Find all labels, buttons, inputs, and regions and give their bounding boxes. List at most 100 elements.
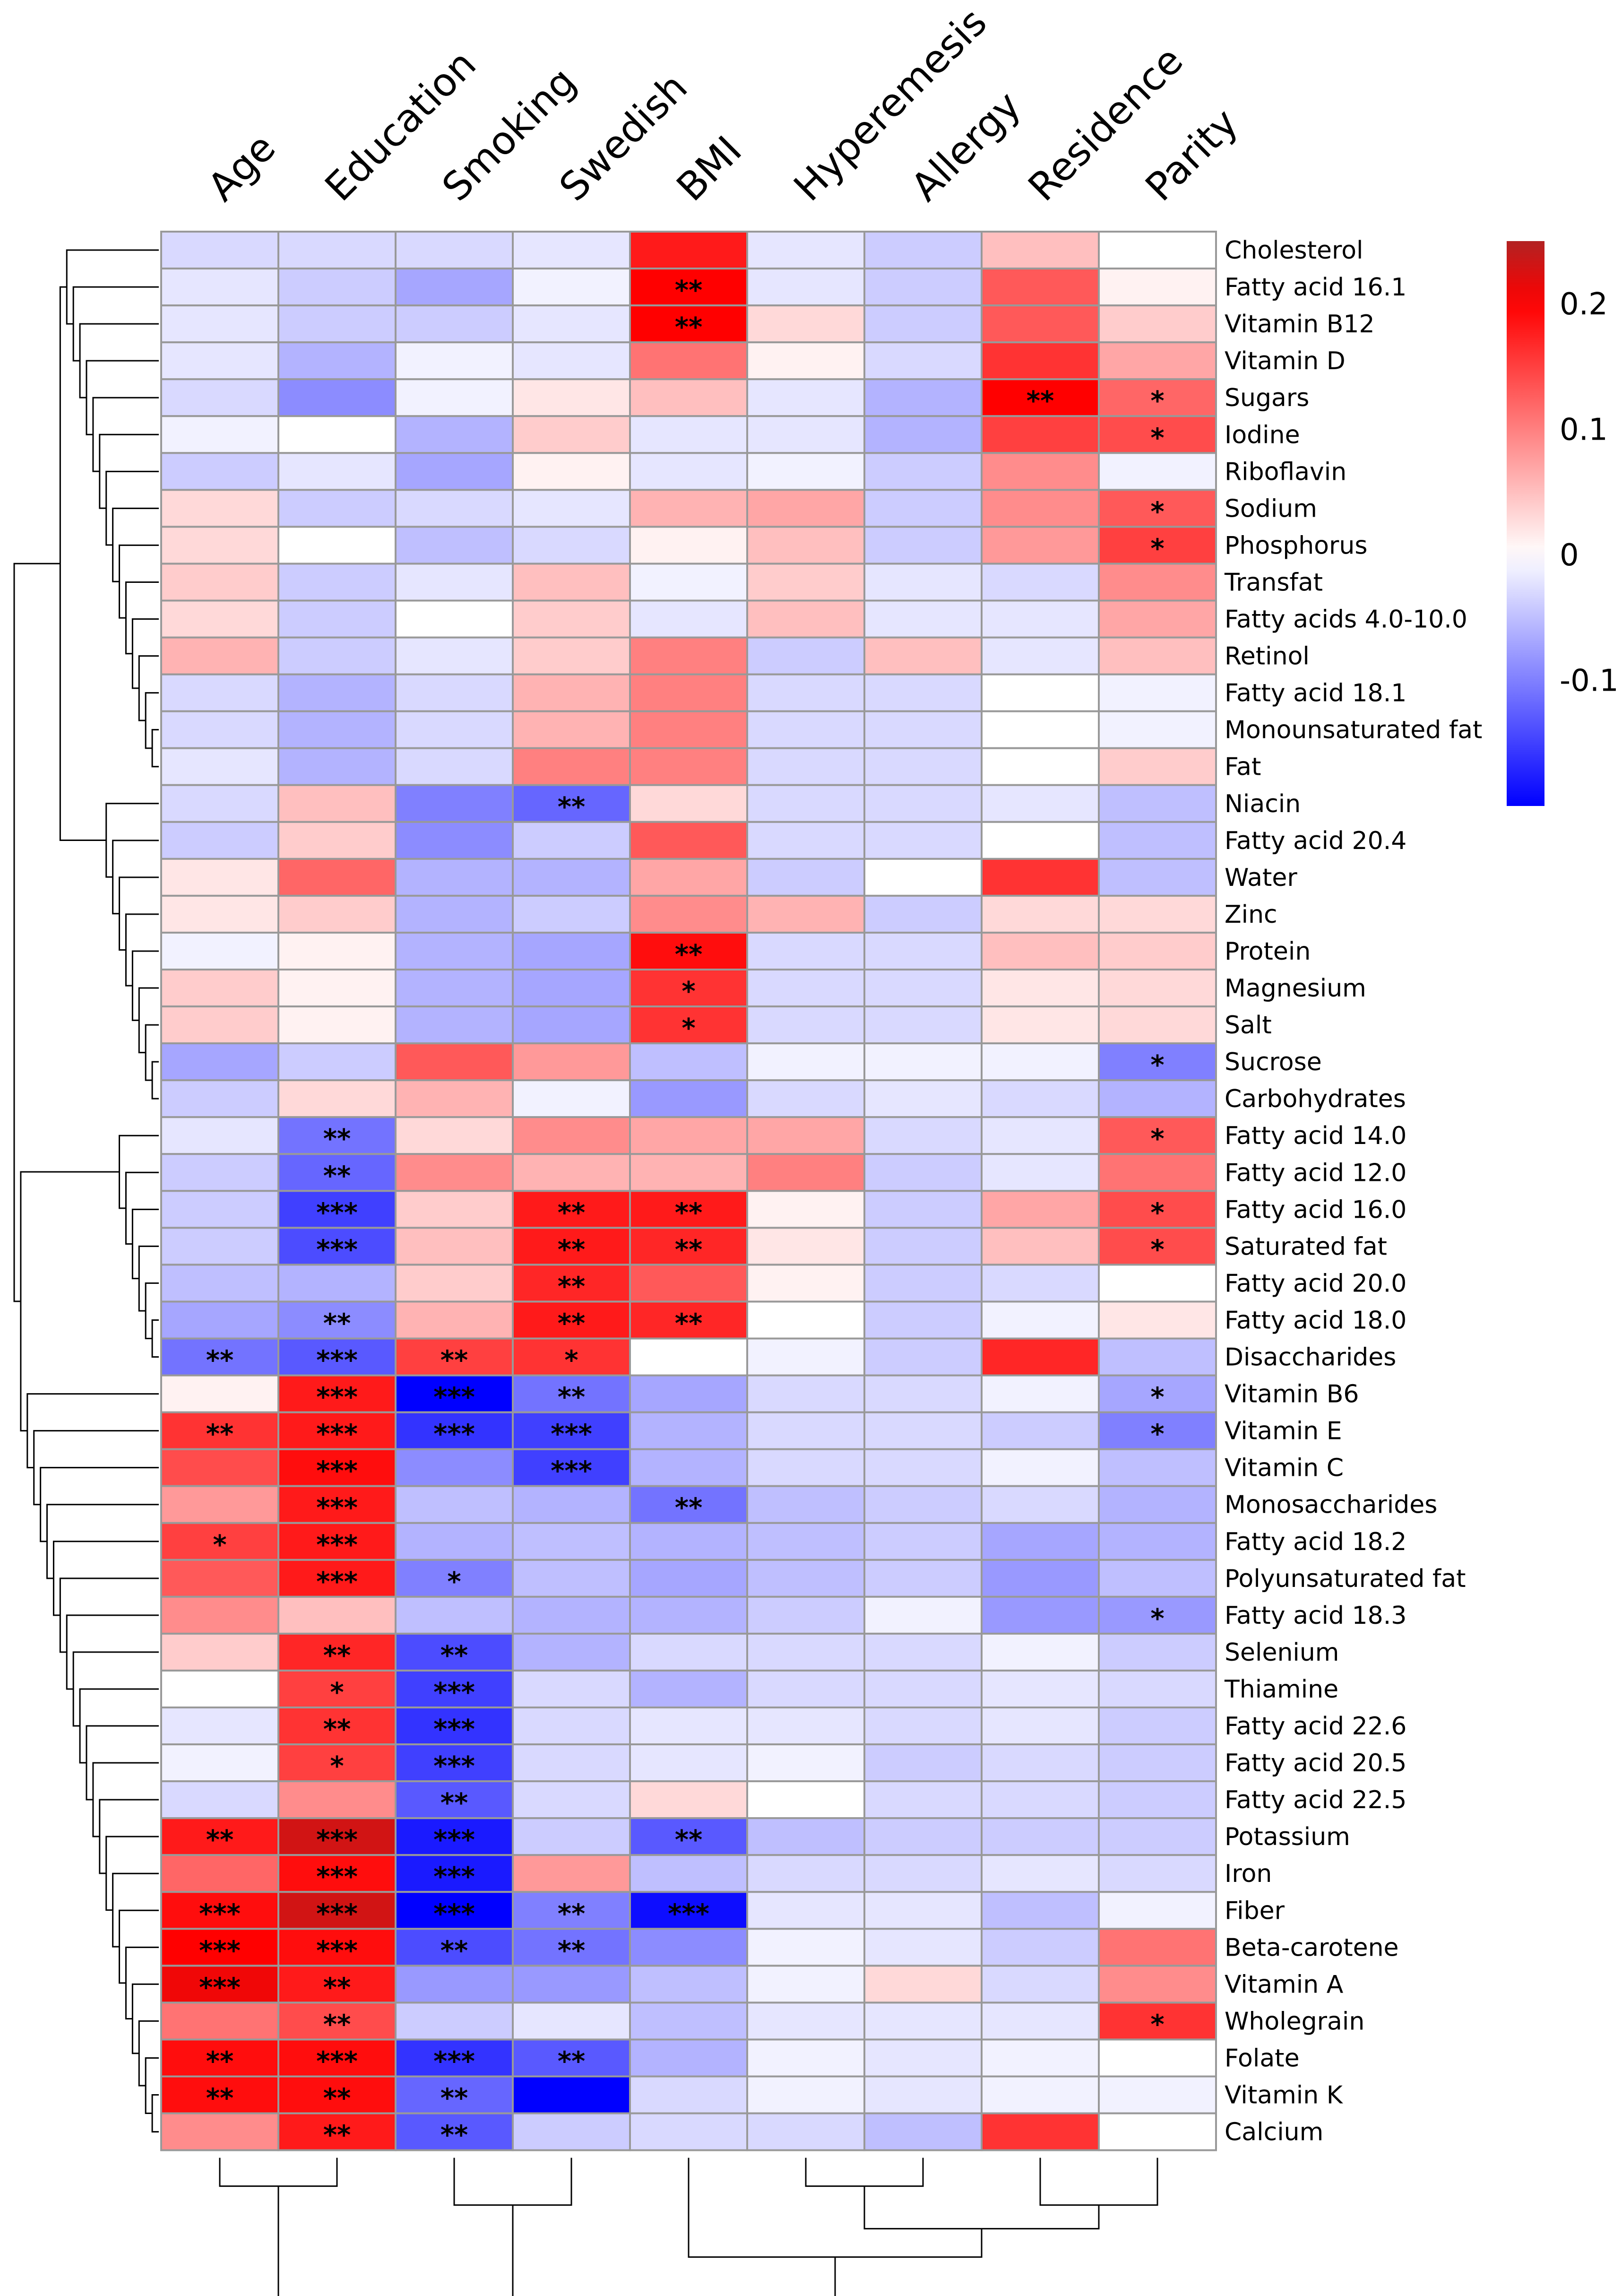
heatmap-cell (981, 563, 1100, 602)
heatmap-cell (160, 784, 279, 823)
row-dendrogram-branch (13, 563, 60, 1302)
heatmap-cell (863, 1374, 983, 1413)
heatmap-cell (395, 1928, 514, 1967)
heatmap-cell (863, 1264, 983, 1303)
heatmap-cell (981, 2112, 1100, 2151)
heatmap-cell (512, 1559, 631, 1598)
heatmap-cell (277, 1965, 397, 2004)
row-label: Disaccharides (1225, 1343, 1396, 1372)
heatmap-cell (160, 452, 279, 491)
colorbar-tick-label: 0.2 (1560, 287, 1608, 322)
significance-mark: ** (440, 1640, 468, 1671)
heatmap-cell (1098, 1411, 1217, 1450)
heatmap-cell (629, 710, 748, 749)
heatmap-cell (395, 1374, 514, 1413)
heatmap-cell (395, 2112, 514, 2151)
heatmap-cell (629, 452, 748, 491)
significance-mark: * (1150, 1419, 1164, 1450)
heatmap-cell (512, 1928, 631, 1967)
row-dendrogram-branch (59, 1577, 159, 1653)
heatmap-cell (160, 894, 279, 934)
heatmap-cell (746, 1669, 865, 1708)
significance-mark: *** (199, 1898, 241, 1929)
heatmap-cell (981, 1153, 1100, 1192)
heatmap-cell (746, 1780, 865, 1819)
heatmap-cell (746, 1337, 865, 1377)
row-dendrogram-branch (131, 1208, 159, 1280)
heatmap-cell (1098, 673, 1217, 712)
heatmap-cell (863, 931, 983, 970)
significance-mark: ** (675, 312, 703, 343)
heatmap-cell (512, 231, 631, 270)
significance-mark: *** (316, 2046, 358, 2077)
heatmap-cell (277, 710, 397, 749)
heatmap-cell (277, 747, 397, 786)
row-label: Water (1225, 864, 1297, 892)
significance-mark: *** (316, 1234, 358, 1265)
heatmap-cell (160, 1485, 279, 1524)
heatmap-cell (395, 1116, 514, 1155)
heatmap-cell (629, 1337, 748, 1377)
heatmap-cell (629, 1264, 748, 1303)
significance-mark: ** (206, 2083, 234, 2114)
heatmap-cell (1098, 2112, 1217, 2151)
row-label: Beta-carotene (1225, 1933, 1399, 1962)
heatmap-cell (981, 1116, 1100, 1155)
heatmap-cell (160, 1005, 279, 1045)
heatmap-cell (395, 1190, 514, 1229)
significance-mark: ** (558, 1898, 586, 1929)
row-label: Saturated fat (1225, 1232, 1387, 1261)
heatmap-cell (1098, 969, 1217, 1008)
heatmap-cell (160, 1595, 279, 1635)
heatmap-cell (746, 1485, 865, 1524)
row-dendrogram-branch (138, 987, 159, 1054)
heatmap-cell (160, 268, 279, 307)
significance-mark: ** (206, 1419, 234, 1450)
heatmap-cell (512, 2038, 631, 2078)
heatmap-cell (277, 526, 397, 565)
heatmap-cell (512, 1300, 631, 1340)
row-label: Thiamine (1224, 1675, 1338, 1704)
heatmap-cell (981, 1300, 1100, 1340)
heatmap-cell (512, 1485, 631, 1524)
heatmap-cell (629, 784, 748, 823)
heatmap-cell (277, 1743, 397, 1783)
heatmap-cell (863, 2112, 983, 2151)
heatmap-cell (512, 1116, 631, 1155)
heatmap-cell (277, 1780, 397, 1819)
row-label: Vitamin D (1225, 347, 1346, 375)
heatmap-cell (160, 1227, 279, 1266)
heatmap-cell (160, 1190, 279, 1229)
heatmap-cell (863, 1965, 983, 2004)
heatmap-cell (629, 1042, 748, 1082)
heatmap-cell (1098, 1632, 1217, 1672)
heatmap-cell (981, 858, 1100, 897)
heatmap-cell (629, 599, 748, 639)
column-dendrogram-branch (863, 2186, 1100, 2230)
significance-mark: ** (323, 1124, 351, 1154)
heatmap-cell (277, 1005, 397, 1045)
heatmap-cell (160, 1374, 279, 1413)
row-dendrogram-branch (131, 950, 159, 1021)
heatmap-cell (1098, 636, 1217, 676)
heatmap-cell (863, 1300, 983, 1340)
significance-mark: ** (675, 1493, 703, 1524)
heatmap-cell (512, 1743, 631, 1783)
column-dendrogram (219, 2157, 1158, 2296)
heatmap-cell (981, 894, 1100, 934)
heatmap-cell (1098, 1595, 1217, 1635)
significance-mark: *** (433, 1898, 475, 1929)
heatmap-cell (1098, 2001, 1217, 2041)
significance-mark: ** (1027, 386, 1054, 416)
heatmap-cell (395, 489, 514, 528)
significance-mark: *** (316, 1898, 358, 1929)
significance-mark: * (1150, 1234, 1164, 1265)
heatmap-cell (395, 1153, 514, 1192)
column-dendrogram-branch (834, 2257, 836, 2296)
heatmap-cell (160, 415, 279, 454)
heatmap-cell (863, 1522, 983, 1561)
row-dendrogram-branch (26, 1393, 159, 1469)
heatmap-cell (629, 2038, 748, 2078)
heatmap-cell (1098, 1965, 1217, 2004)
heatmap-cell (629, 378, 748, 417)
